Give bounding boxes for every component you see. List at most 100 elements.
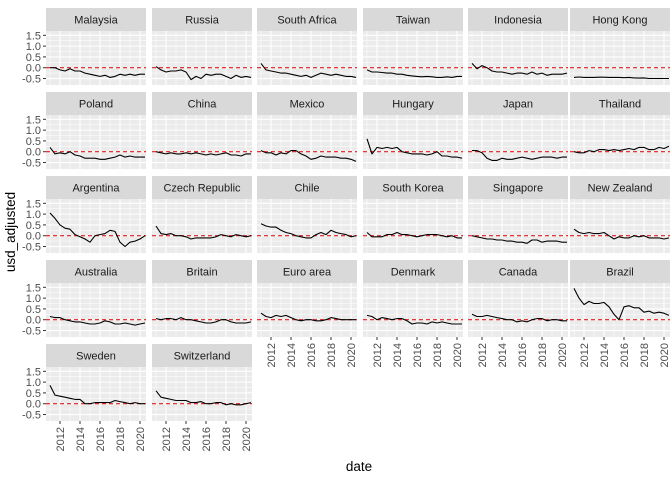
x-tick-label: 2020	[659, 343, 671, 367]
y-tick-label: 0.0	[26, 231, 41, 243]
facet-panel: Australia 1.51.00.50.0-0.5	[22, 260, 146, 338]
y-tick-label: 1.5	[26, 30, 41, 42]
facet-panel: Britain	[152, 260, 252, 337]
series-line	[155, 66, 252, 81]
facet-label: Malaysia	[74, 15, 118, 27]
panel-background	[468, 31, 568, 85]
x-tick-label: 2018	[639, 343, 651, 367]
series-line	[366, 314, 462, 325]
panel-background	[570, 283, 670, 337]
series-line	[471, 235, 567, 244]
series-line	[155, 225, 252, 240]
x-tick-label: 2018	[432, 343, 444, 367]
facet-strip	[46, 92, 146, 115]
x-tick-label: 2014	[286, 343, 298, 367]
series-line	[366, 138, 463, 159]
facet-panel: Switzerland 2012 2014 2016 2018 2020	[152, 344, 253, 451]
panel-background	[468, 283, 568, 337]
y-tick-label: 0.0	[26, 63, 41, 75]
facet-strip	[257, 92, 357, 115]
facet-panel: New Zealand	[570, 176, 670, 253]
facet-strip	[363, 260, 463, 283]
facet-strip	[152, 92, 252, 115]
y-tick-label: 0.5	[26, 136, 41, 148]
y-tick-label: -0.5	[22, 410, 41, 422]
facet-panel: Singapore	[468, 176, 568, 253]
facet-panel: Poland 1.51.00.50.0-0.5	[22, 92, 146, 170]
panel-background	[46, 199, 146, 253]
y-tick-label: -0.5	[22, 242, 41, 254]
facet-label: Russia	[185, 15, 220, 27]
panel-background	[570, 31, 670, 85]
x-tick-label: 2014	[392, 343, 404, 367]
series-line	[155, 151, 251, 157]
series-line	[49, 212, 146, 248]
facet-strip	[570, 176, 670, 199]
facet-strip	[363, 92, 463, 115]
y-tick-label: 0.5	[26, 304, 41, 316]
x-tick-label: 2016	[201, 427, 213, 451]
facet-panel: Indonesia	[468, 8, 568, 85]
panel-background	[46, 367, 146, 421]
facet-strip	[570, 260, 670, 283]
facet-panel: Sweden 1.51.00.50.0-0.5 2012 2014 2016 2018 20…	[22, 344, 147, 451]
x-tick-label: 2012	[55, 427, 67, 451]
y-tick-label: 0.5	[26, 388, 41, 400]
x-tick-label: 2018	[115, 427, 127, 451]
x-tick-label: 2020	[346, 343, 358, 367]
facet-strip	[363, 8, 463, 31]
y-tick-label: 0.5	[26, 220, 41, 232]
facet-strip	[257, 8, 357, 31]
facet-label: South Korea	[382, 183, 444, 195]
facet-panel: Chile	[257, 176, 357, 253]
x-tick-label: 2018	[326, 343, 338, 367]
x-axis-title: date	[346, 459, 372, 474]
x-tick-label: 2018	[537, 343, 549, 367]
series-line	[260, 63, 357, 78]
facet-label: Mexico	[290, 99, 325, 111]
facet-panel: Euro area 2012 2014 2016 2018 2020	[257, 260, 358, 367]
facet-panel: Malaysia 1.51.00.50.0-0.5	[22, 8, 146, 86]
facet-strip	[257, 260, 357, 283]
x-tick-label: 2016	[619, 343, 631, 367]
facet-strip	[46, 8, 146, 31]
facet-label: Australia	[75, 267, 119, 279]
y-tick-label: 1.5	[26, 114, 41, 126]
facet-label: South Africa	[277, 15, 337, 27]
y-tick-label: -0.5	[22, 74, 41, 86]
facet-panel: Denmark 2012 2014 2016 2018 2020	[363, 260, 464, 367]
x-tick-label: 2016	[306, 343, 318, 367]
facet-strip	[468, 260, 568, 283]
facet-strip	[152, 176, 252, 199]
series-line	[50, 67, 145, 78]
facet-strip	[46, 260, 146, 283]
facet-panel: Canada 2012 2014 2016 2018 2020	[468, 260, 569, 367]
facet-panel: Taiwan	[363, 8, 463, 85]
facet-label: Chile	[294, 183, 319, 195]
series-line	[573, 288, 670, 321]
facet-label: Poland	[79, 99, 113, 111]
panel-background	[46, 283, 146, 337]
facet-panel: Hong Kong	[570, 8, 670, 85]
x-tick-label: 2018	[221, 427, 233, 451]
y-tick-label: 0.0	[26, 315, 41, 327]
series-line	[260, 312, 356, 322]
facet-label: Canada	[499, 267, 538, 279]
y-tick-label: 1.0	[26, 209, 41, 221]
panel-background	[257, 31, 357, 85]
series-line	[260, 150, 357, 162]
y-tick-label: 0.0	[26, 147, 41, 159]
panel-background	[257, 283, 357, 337]
facet-label: Euro area	[283, 267, 332, 279]
y-tick-label: -0.5	[22, 158, 41, 170]
facet-strip	[468, 176, 568, 199]
facet-strip	[257, 176, 357, 199]
x-tick-label: 2020	[135, 427, 147, 451]
y-tick-label: 0.5	[26, 52, 41, 64]
facet-panel: Mexico	[257, 92, 357, 169]
panel-background	[570, 115, 670, 169]
facet-panel: Hungary	[363, 92, 463, 169]
facet-label: Brazil	[606, 267, 634, 279]
